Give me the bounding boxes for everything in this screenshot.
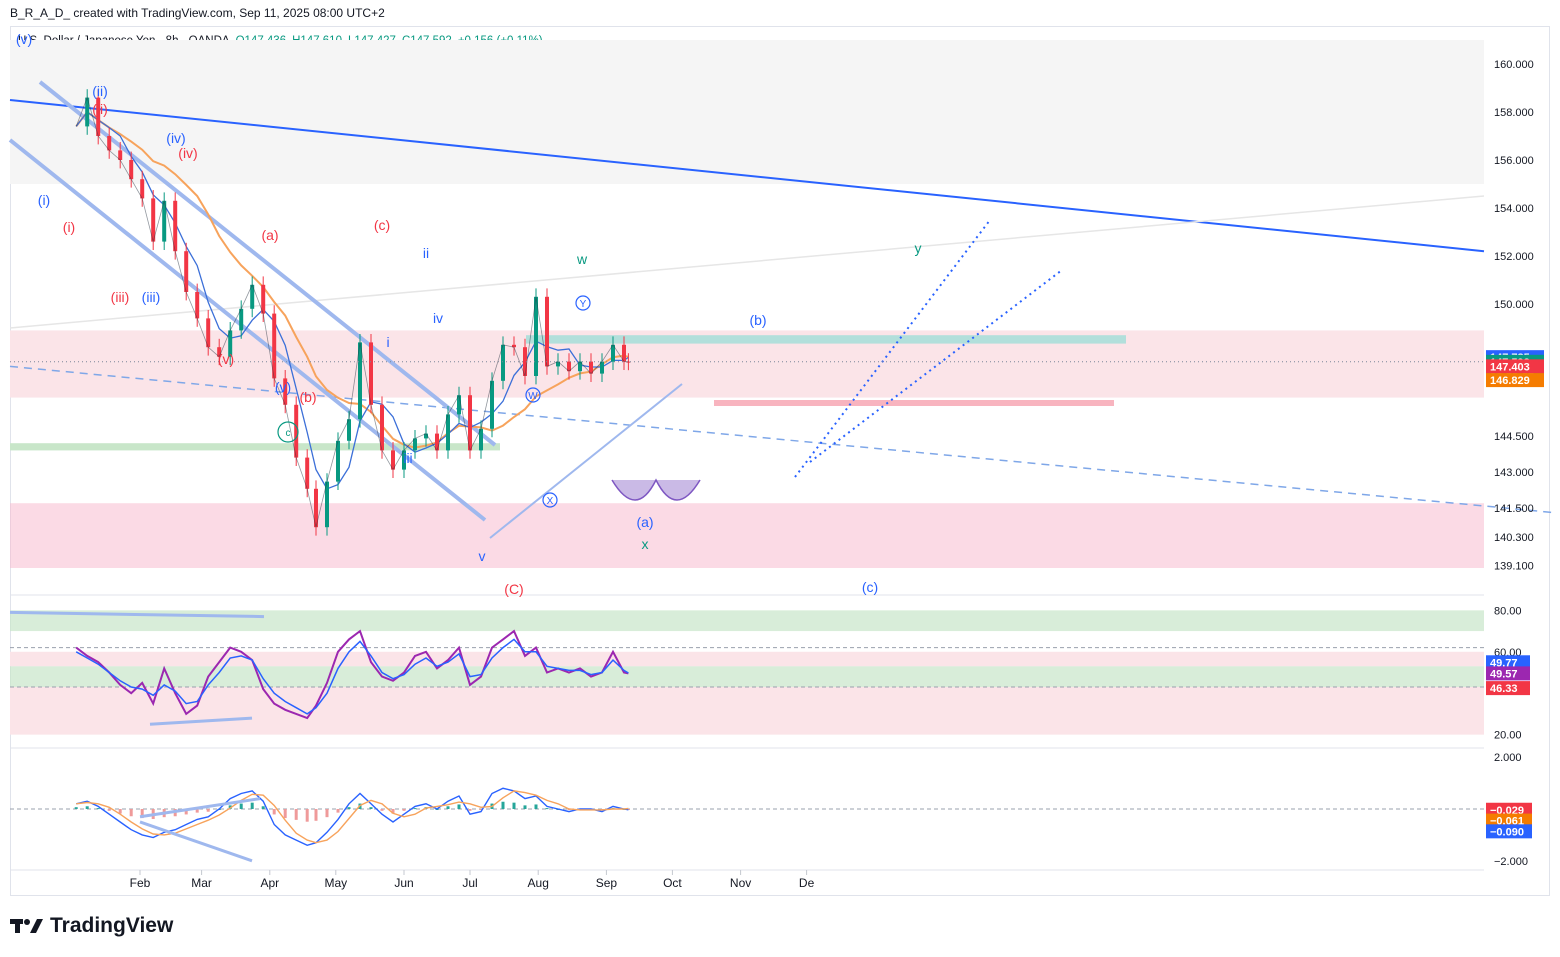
tradingview-logo[interactable]: TradingView xyxy=(10,914,173,938)
attribution-text: B_R_A_D_ created with TradingView.com, S… xyxy=(10,6,385,20)
low-value: L147.427 xyxy=(347,35,396,47)
change-value: +0.156 (+0.11%) xyxy=(457,35,543,47)
close-value: C147.592 xyxy=(401,35,452,47)
open-value: O147.436 xyxy=(235,35,287,47)
high-value: H147.610 xyxy=(292,35,342,47)
symbol-name[interactable]: U.S. Dollar / Japanese Yen · 8h · OANDA xyxy=(18,35,230,47)
tradingview-brand: TradingView xyxy=(50,914,174,937)
tradingview-mark-icon xyxy=(10,919,43,933)
chart-frame[interactable] xyxy=(10,26,1550,896)
symbol-legend: U.S. Dollar / Japanese Yen · 8h · OANDA … xyxy=(18,35,543,47)
